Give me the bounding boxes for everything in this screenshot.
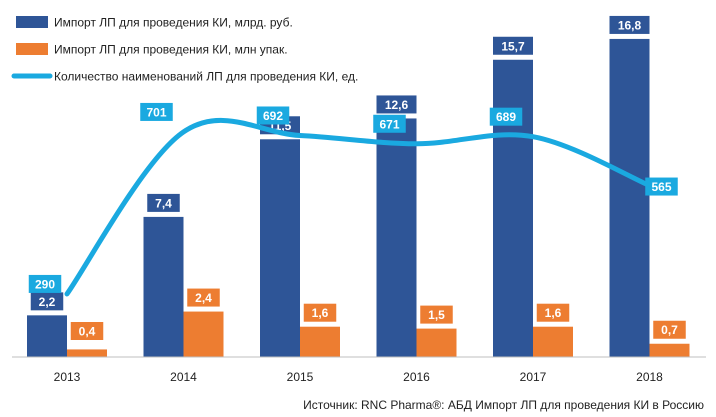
legend-label-2: Количество наименований ЛП для проведени… [54,70,358,84]
x-tick-2018: 2018 [636,370,663,384]
bar-label-s1-2018: 0,7 [661,323,678,337]
line-label-2014-box [140,102,173,121]
line-label-2013-box [28,274,62,293]
bar-label-s1-2013: 0,4 [79,325,96,339]
bar-label-s0-2017-box [493,36,533,55]
line-label-2016-box [373,114,406,133]
bar-s1-2017 [533,326,573,357]
line-label-2013: 290 [35,277,55,291]
bar-label-s0-2013: 2,2 [39,295,56,309]
line-layer: 290 701 692 671 689 565 [28,102,678,297]
line-label-2015: 692 [263,109,283,123]
bar-label-s1-2015: 1,6 [312,306,329,320]
bar-label-s0-2013-box [30,292,64,311]
x-tick-2013: 2013 [54,370,81,384]
x-tick-2016: 2016 [403,370,430,384]
line-label-2017-box [489,107,523,126]
bar-label-s1-2014: 2,4 [195,291,212,305]
bar-label-s1-2017-box [536,303,570,322]
bar-s1-2015 [300,326,340,357]
bar-s1-2016 [416,328,457,357]
line-label-2018: 565 [651,180,671,194]
bar-label-s0-2016-box [376,95,417,114]
bar-label-s0-2016: 12,6 [385,98,409,112]
source-note: Источник: RNC Pharma®: АБД Импорт ЛП для… [303,398,704,412]
x-axis-ticks: 2013 2014 2015 2016 2017 2018 [54,370,664,384]
line-series [64,117,652,297]
bar-label-s1-2017: 1,6 [545,306,562,320]
bar-label-s1-2018-box [653,320,686,339]
bar-s0-2015 [260,139,300,357]
legend-swatch-1 [16,43,48,55]
bar-s1-2014 [183,311,224,357]
legend: Импорт ЛП для проведения КИ, млрд. руб. И… [11,16,358,84]
line-label-2016: 671 [379,117,399,131]
bar-label-s1-2014-box [187,288,220,307]
bar-label-s0-2018-box [609,15,650,34]
bar-s0-2014 [143,216,184,357]
bar-s0-2013 [27,315,67,357]
bar-s0-2018 [609,38,650,357]
line-label-2017: 689 [496,110,516,124]
bar-label-s1-2016-box [420,305,453,324]
x-tick-2015: 2015 [287,370,314,384]
legend-label-1: Импорт ЛП для проведения КИ, млн упак. [54,43,288,57]
bar-label-s0-2014: 7,4 [155,196,172,210]
bar-s1-2018 [649,343,690,357]
bar-label-s1-2013-box [70,322,104,340]
x-tick-2014: 2014 [170,370,197,384]
bars: 2,27,411,512,615,716,80,42,41,6 1,5 1,60,7 [27,15,690,358]
line-label-2015-box [256,106,290,125]
line-label-2014: 701 [146,105,166,119]
bar-label-s1-2015-box [303,303,337,322]
bar-label-s0-2014-box [147,193,180,212]
bar-s1-2013 [67,349,107,357]
bar-s0-2017 [493,59,533,358]
bar-label-s1-2016: 1,5 [428,308,445,322]
x-tick-2017: 2017 [520,370,547,384]
line-label-2018-box [645,177,678,196]
bar-label-s0-2017: 15,7 [501,39,525,53]
bar-s0-2016 [376,118,417,358]
legend-label-0: Импорт ЛП для проведения КИ, млрд. руб. [54,16,293,30]
bar-label-s0-2018: 16,8 [618,18,642,32]
legend-swatch-0 [16,16,48,28]
